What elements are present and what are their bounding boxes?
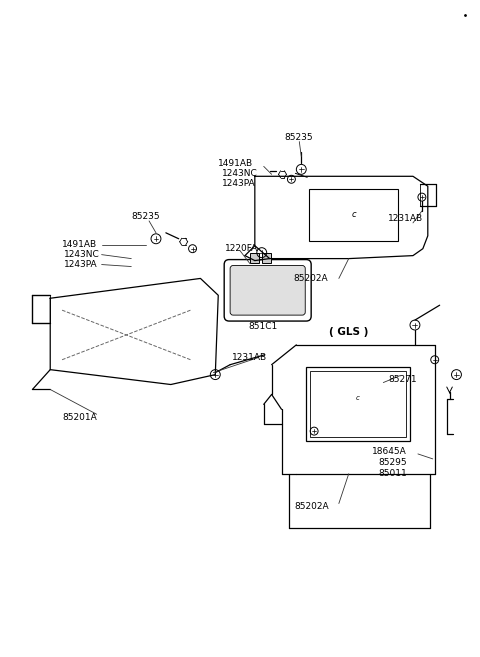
Bar — [250, 253, 259, 263]
FancyBboxPatch shape — [230, 265, 305, 315]
Text: 1243PA: 1243PA — [222, 179, 256, 188]
Text: 85235: 85235 — [285, 133, 313, 142]
Bar — [310, 371, 406, 437]
Text: ( GLS ): ( GLS ) — [329, 327, 368, 337]
Text: 1491AB: 1491AB — [218, 159, 253, 168]
Text: 1491AB: 1491AB — [62, 240, 97, 249]
Text: 85271: 85271 — [388, 375, 417, 384]
Text: 85201A: 85201A — [62, 413, 97, 422]
Text: 1243NC: 1243NC — [222, 169, 258, 178]
Text: 85202A: 85202A — [293, 274, 328, 283]
Text: 1243PA: 1243PA — [64, 260, 98, 269]
Text: c: c — [356, 396, 360, 401]
Text: 85295: 85295 — [378, 459, 407, 467]
Text: 1231AB: 1231AB — [388, 214, 423, 223]
Text: 1243NC: 1243NC — [64, 250, 100, 259]
Text: 1220FA: 1220FA — [225, 244, 258, 253]
Bar — [306, 367, 410, 441]
Bar — [262, 253, 271, 263]
Text: 1231AB: 1231AB — [232, 353, 267, 362]
Text: 85202A: 85202A — [294, 502, 329, 511]
Text: 85011: 85011 — [378, 469, 407, 478]
Text: 851C1: 851C1 — [248, 321, 277, 330]
Text: 18645A: 18645A — [372, 447, 406, 457]
Text: c: c — [351, 210, 356, 219]
Text: 85235: 85235 — [131, 212, 160, 221]
Bar — [309, 189, 398, 240]
